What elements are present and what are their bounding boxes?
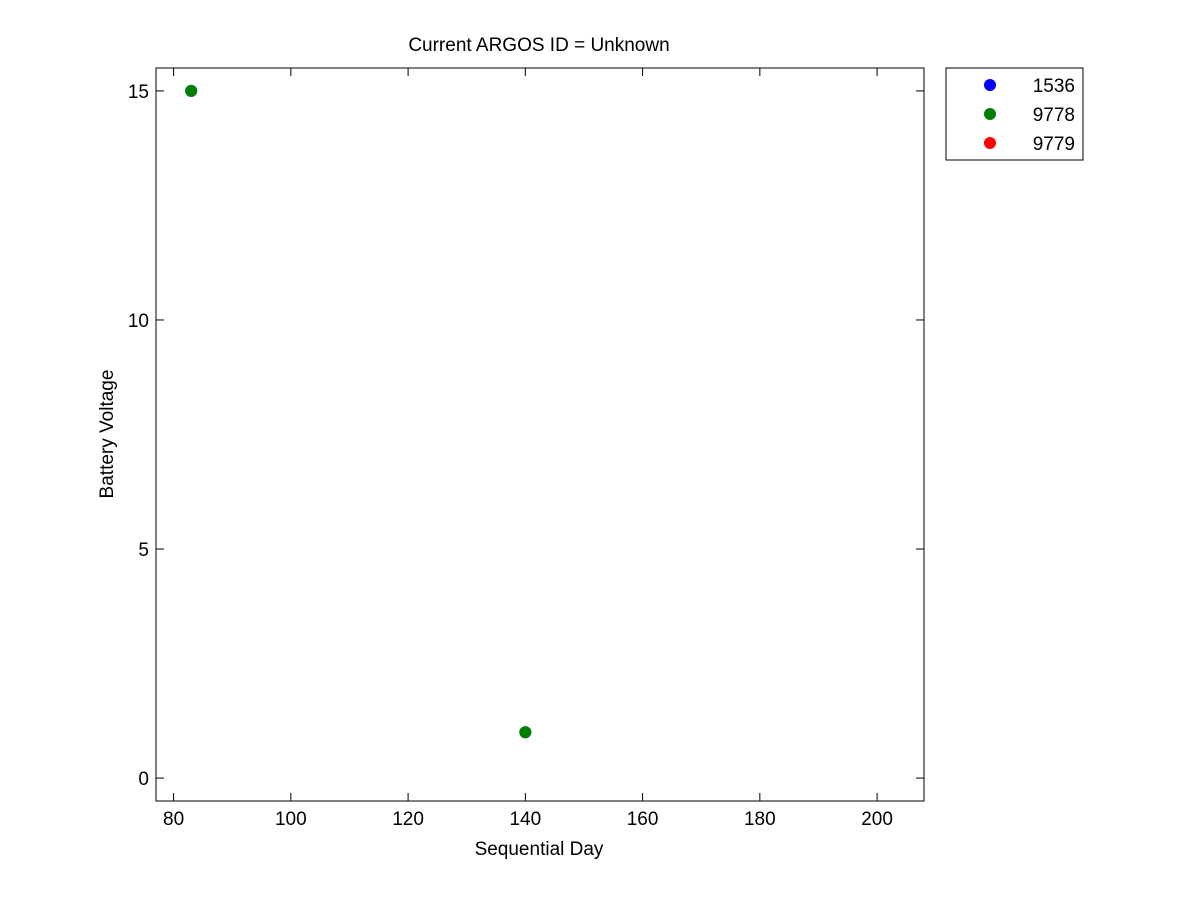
point-series-9778 xyxy=(185,84,198,97)
y-tick-label: 0 xyxy=(138,769,149,790)
legend: 1536 9778 9779 xyxy=(945,67,1084,161)
chart-title: Current ARGOS ID = Unknown xyxy=(408,35,669,56)
legend-box xyxy=(945,67,1084,161)
point-series-9778 xyxy=(519,726,532,739)
x-tick-label: 160 xyxy=(627,809,659,830)
x-tick-label: 200 xyxy=(861,809,893,830)
x-tick-label: 180 xyxy=(744,809,776,830)
legend-label-9779: 9779 xyxy=(1033,134,1075,155)
data-points xyxy=(185,84,532,739)
legend-marker-9779 xyxy=(984,137,996,149)
y-axis: 0 5 10 15 xyxy=(128,82,924,790)
y-tick-label: 10 xyxy=(128,311,149,332)
legend-marker-1536 xyxy=(984,79,996,91)
y-tick-label: 5 xyxy=(138,540,149,561)
plot-area xyxy=(155,67,925,802)
y-tick-label: 15 xyxy=(128,82,149,103)
x-tick-label: 120 xyxy=(392,809,424,830)
legend-label-9778: 9778 xyxy=(1033,105,1075,126)
legend-label-1536: 1536 xyxy=(1033,76,1075,97)
x-axis-label: Sequential Day xyxy=(475,839,604,860)
x-tick-label: 140 xyxy=(509,809,541,830)
x-tick-label: 100 xyxy=(275,809,307,830)
x-tick-label: 80 xyxy=(163,809,184,830)
legend-marker-9778 xyxy=(984,108,996,120)
y-axis-label: Battery Voltage xyxy=(97,370,118,499)
x-axis: 80 100 120 140 160 180 200 xyxy=(163,68,893,830)
